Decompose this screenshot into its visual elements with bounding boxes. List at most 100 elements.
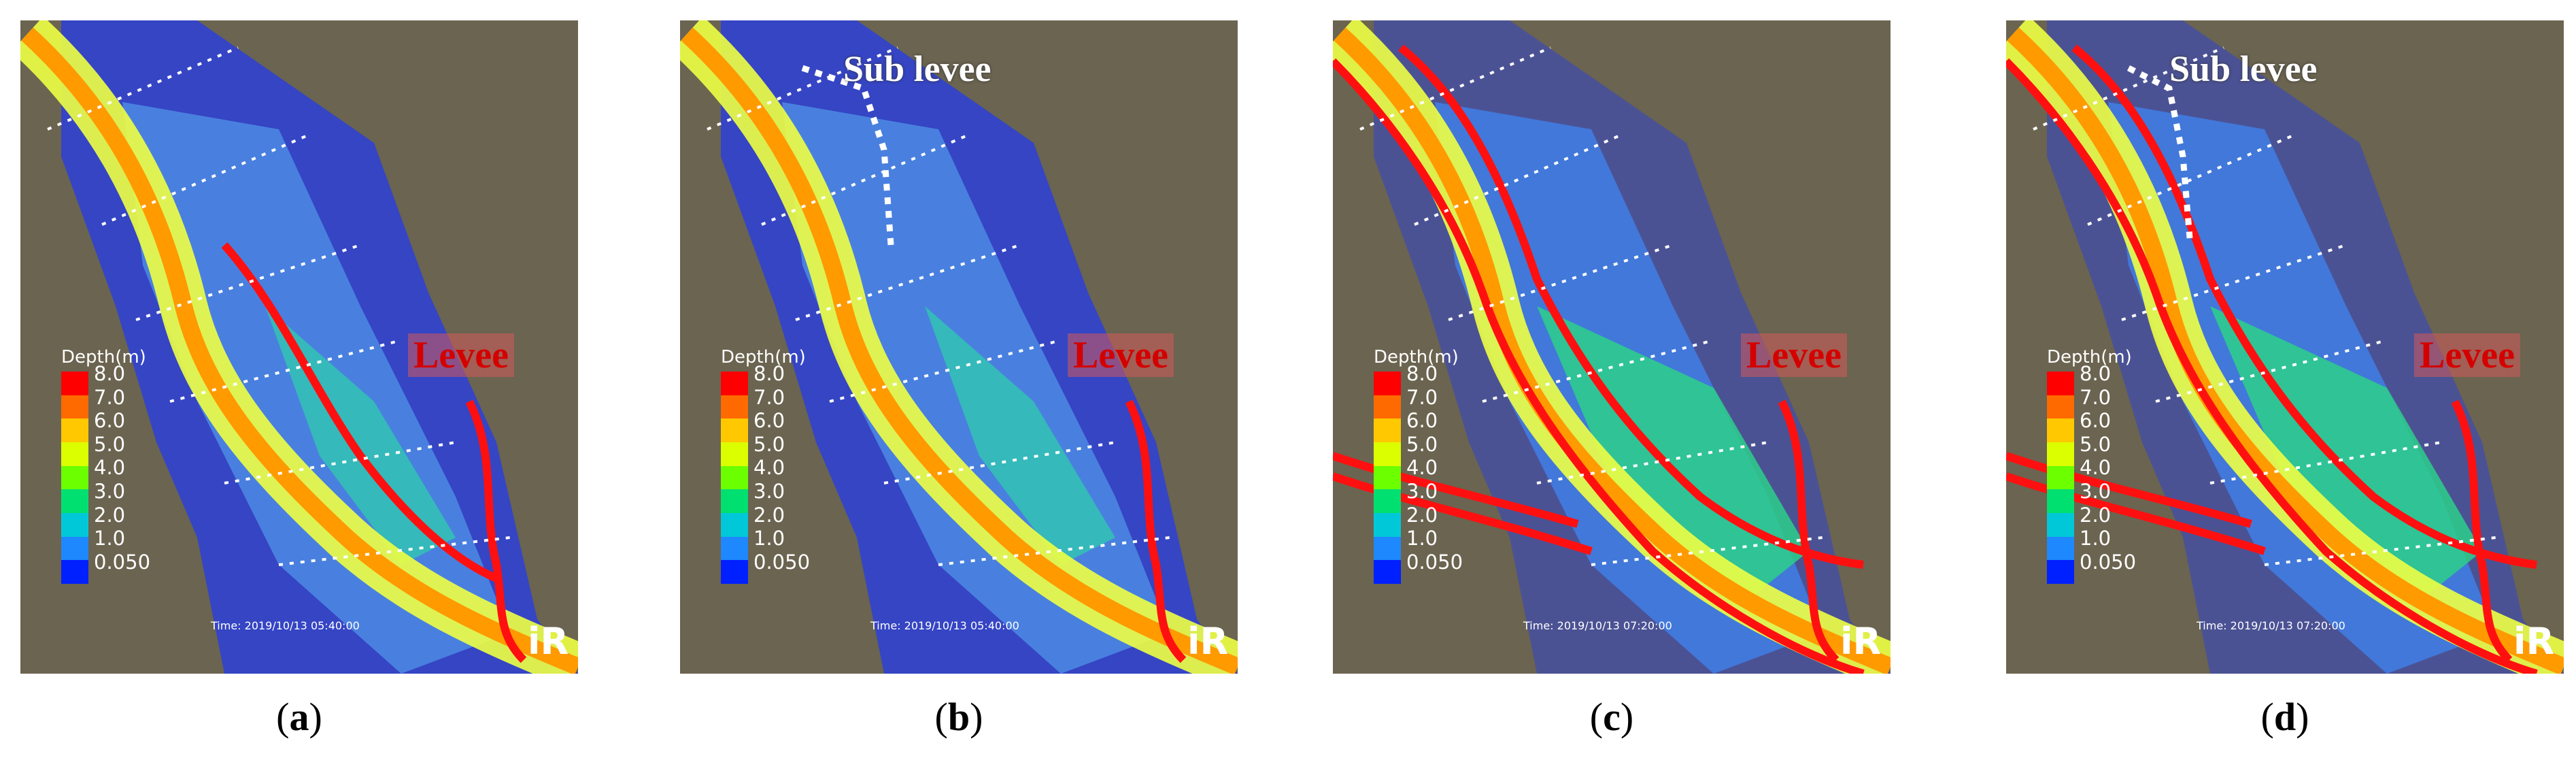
legend-swatch xyxy=(61,512,88,537)
caption-letter: a xyxy=(289,695,309,739)
legend-swatch xyxy=(2047,489,2074,513)
legend-swatch xyxy=(2047,418,2074,442)
legend-tick-label: 1.0 xyxy=(753,527,785,550)
legend-tick-label: 7.0 xyxy=(1406,385,1438,409)
sub-levee-label: Sub levee xyxy=(2169,48,2318,89)
depth-legend: Depth(m) 8.0 7.0 6.0 5.0 4.0 3.0 2.0 1.0 0.050 xyxy=(61,347,170,592)
legend-tick-label: 7.0 xyxy=(94,385,126,409)
caption-b: (b) xyxy=(934,695,983,739)
legend-tick-label: 0.050 xyxy=(1406,550,1463,574)
legend-swatch xyxy=(721,536,748,561)
legend-tick-label: 8.0 xyxy=(2080,362,2112,385)
legend-swatch xyxy=(2047,372,2074,395)
caption-d: (d) xyxy=(2260,695,2309,739)
legend-title: Depth(m) xyxy=(61,347,146,367)
legend-swatch xyxy=(61,560,88,584)
legend-tick-label: 0.050 xyxy=(94,550,151,574)
sub-levee-label: Sub levee xyxy=(843,48,992,89)
iric-logo: iR xyxy=(2513,620,2555,663)
caption-letter: d xyxy=(2273,695,2297,739)
legend-tick-label: 2.0 xyxy=(753,503,785,527)
legend-tick-label: 3.0 xyxy=(753,479,785,503)
legend-swatch xyxy=(1374,465,1401,490)
legend-title: Depth(m) xyxy=(721,347,806,367)
legend-tick-label: 4.0 xyxy=(753,456,785,480)
depth-legend: Depth(m) 8.0 7.0 6.0 5.0 4.0 3.0 2.0 1.0 0.050 xyxy=(721,347,830,592)
legend-color-bar xyxy=(61,372,88,584)
legend-tick-label: 7.0 xyxy=(753,385,785,409)
legend-swatch xyxy=(1374,512,1401,537)
iric-logo: iR xyxy=(1840,620,1882,663)
legend-swatch xyxy=(721,395,748,419)
legend-swatch xyxy=(721,442,748,466)
legend-swatch xyxy=(61,418,88,442)
legend-tick-label: 0.050 xyxy=(753,550,811,574)
legend-tick-label: 6.0 xyxy=(1406,409,1438,433)
legend-tick-label: 1.0 xyxy=(2080,527,2112,550)
legend-swatch xyxy=(61,372,88,395)
legend-ticks: 8.0 7.0 6.0 5.0 4.0 3.0 2.0 1.0 0.050 xyxy=(1406,362,1463,574)
legend-tick-label: 3.0 xyxy=(94,479,126,503)
legend-swatch xyxy=(61,465,88,490)
legend-tick-label: 4.0 xyxy=(2080,456,2112,480)
timestamp: Time: 2019/10/13 07:20:00 xyxy=(2197,619,2345,632)
legend-swatch xyxy=(721,372,748,395)
caption-a: (a) xyxy=(276,695,322,739)
map-panel-a: Levee Depth(m) 8.0 7.0 6.0 5.0 4.0 3.0 2.0 1.0 0… xyxy=(20,20,578,674)
legend-tick-label: 8.0 xyxy=(753,362,785,385)
legend-ticks: 8.0 7.0 6.0 5.0 4.0 3.0 2.0 1.0 0.050 xyxy=(2080,362,2136,574)
legend-tick-label: 2.0 xyxy=(94,503,126,527)
legend-tick-label: 4.0 xyxy=(1406,456,1438,480)
legend-swatch xyxy=(1374,536,1401,561)
legend-tick-label: 3.0 xyxy=(2080,479,2112,503)
legend-swatch xyxy=(61,489,88,513)
caption-letter: b xyxy=(947,695,970,739)
levee-label: Levee xyxy=(2414,333,2520,377)
legend-tick-label: 8.0 xyxy=(1406,362,1438,385)
timestamp: Time: 2019/10/13 05:40:00 xyxy=(211,619,360,632)
legend-color-bar xyxy=(721,372,748,584)
legend-swatch xyxy=(721,560,748,584)
levee-label: Levee xyxy=(1741,333,1847,377)
legend-color-bar xyxy=(1374,372,1401,584)
legend-tick-label: 7.0 xyxy=(2080,385,2112,409)
timestamp: Time: 2019/10/13 07:20:00 xyxy=(1523,619,1672,632)
legend-swatch xyxy=(2047,395,2074,419)
iric-logo: iR xyxy=(528,620,569,663)
legend-swatch xyxy=(1374,395,1401,419)
legend-color-bar xyxy=(2047,372,2074,584)
timestamp: Time: 2019/10/13 05:40:00 xyxy=(870,619,1019,632)
legend-ticks: 8.0 7.0 6.0 5.0 4.0 3.0 2.0 1.0 0.050 xyxy=(94,362,150,574)
legend-tick-label: 8.0 xyxy=(94,362,126,385)
legend-swatch xyxy=(2047,536,2074,561)
depth-legend: Depth(m) 8.0 7.0 6.0 5.0 4.0 3.0 2.0 1.0 0.050 xyxy=(2047,347,2156,592)
legend-title: Depth(m) xyxy=(2047,347,2132,367)
legend-tick-label: 6.0 xyxy=(94,409,126,433)
iric-logo: iR xyxy=(1187,620,1229,663)
legend-tick-label: 4.0 xyxy=(94,456,126,480)
legend-tick-label: 6.0 xyxy=(2080,409,2112,433)
map-panel-d: Sub levee Levee Depth(m) 8.0 7.0 6.0 5.0 4.0… xyxy=(2006,20,2564,674)
legend-tick-label: 0.050 xyxy=(2080,550,2137,574)
legend-swatch xyxy=(2047,442,2074,466)
flood-depth-map xyxy=(2006,20,2564,674)
legend-swatch xyxy=(2047,465,2074,490)
legend-tick-label: 2.0 xyxy=(1406,503,1438,527)
legend-tick-label: 5.0 xyxy=(94,432,126,456)
flood-depth-map xyxy=(680,20,1238,674)
legend-swatch xyxy=(721,465,748,490)
map-panel-c: Levee Depth(m) 8.0 7.0 6.0 5.0 4.0 3.0 2.0 1.0 0… xyxy=(1333,20,1891,674)
legend-tick-label: 5.0 xyxy=(2080,432,2112,456)
legend-tick-label: 6.0 xyxy=(753,409,785,433)
legend-tick-label: 1.0 xyxy=(1406,527,1438,550)
levee-label: Levee xyxy=(408,333,514,377)
legend-tick-label: 1.0 xyxy=(94,527,126,550)
legend-swatch xyxy=(721,512,748,537)
levee-label: Levee xyxy=(1068,333,1174,377)
legend-tick-label: 5.0 xyxy=(753,432,785,456)
legend-swatch xyxy=(1374,489,1401,513)
map-panel-b: Sub levee Levee Depth(m) 8.0 7.0 6.0 5.0 4.0… xyxy=(680,20,1238,674)
legend-swatch xyxy=(1374,372,1401,395)
legend-swatch xyxy=(1374,442,1401,466)
caption-letter: c xyxy=(1603,695,1621,739)
